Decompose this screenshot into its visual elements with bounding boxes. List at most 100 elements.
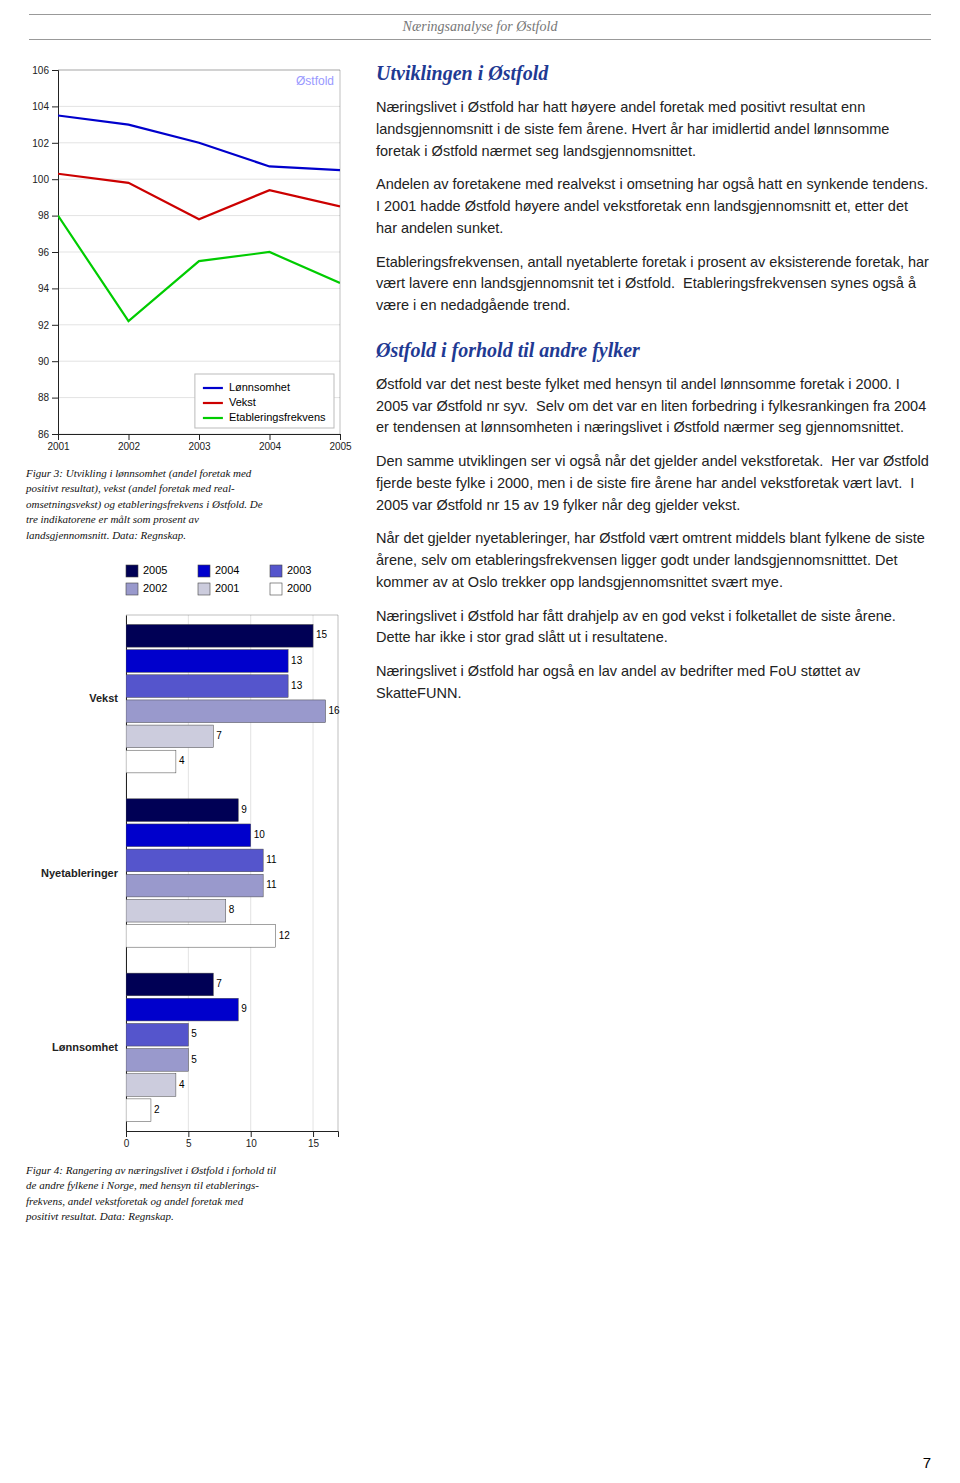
legend-label: 2005: [143, 564, 167, 576]
grid-line: [58, 324, 340, 325]
tick-mark: [199, 434, 200, 440]
tick-mark: [188, 1131, 189, 1137]
bar: [126, 925, 276, 948]
grid-line: [313, 615, 314, 1131]
bar: [126, 998, 238, 1021]
tick-label: 100: [32, 174, 49, 185]
legend-label: Etableringsfrekvens: [229, 411, 326, 423]
data-label: 10: [254, 829, 266, 840]
tick-mark: [126, 1131, 127, 1137]
tick-mark: [52, 70, 58, 71]
tick-label: 10: [246, 1138, 258, 1149]
grid-line: [58, 70, 340, 71]
bar: [126, 700, 326, 723]
data-label: 16: [329, 705, 341, 716]
y-axis-tick: 88: [38, 392, 58, 403]
grid-line: [58, 106, 340, 107]
tick-mark: [52, 252, 58, 253]
paragraph: Andelen av foretakene med realvekst i om…: [376, 174, 932, 239]
legend-item: 2003: [270, 564, 311, 577]
legend-swatch: [203, 417, 223, 419]
y-axis-tick: 96: [38, 247, 58, 258]
tick-mark: [340, 434, 341, 440]
x-axis: 051015: [124, 1131, 339, 1149]
legend-swatch: [203, 402, 223, 404]
section-title: Utviklingen i Østfold: [376, 62, 932, 85]
plot-area: [126, 624, 326, 1121]
left-column: 2001200220032004200586889092949698100102…: [22, 60, 354, 1239]
tick-mark: [270, 434, 271, 440]
legend-label: 2003: [287, 564, 311, 576]
tick-label: 0: [124, 1138, 130, 1149]
tick-label: 104: [32, 101, 49, 112]
tick-label: 2002: [118, 441, 141, 452]
grid: [126, 615, 313, 1131]
legend-item: 2005: [126, 564, 167, 577]
bar: [126, 725, 213, 748]
bar: [126, 824, 251, 847]
legend-swatch: [198, 583, 210, 595]
legend-item: Vekst: [203, 396, 256, 408]
tick-mark: [52, 398, 58, 399]
bar: [126, 1049, 188, 1072]
legend-swatch: [198, 565, 210, 577]
y-axis-tick: 100: [32, 174, 58, 185]
x-axis-tick: 5: [186, 1131, 192, 1149]
tick-mark: [52, 179, 58, 180]
x-axis: 20012002200320042005: [47, 434, 352, 452]
caption: Figur 4: Rangering av næringslivet i Øst…: [26, 1163, 354, 1225]
tick-mark: [251, 1131, 252, 1137]
tick-label: 2005: [329, 441, 352, 452]
legend-label: 2001: [215, 582, 239, 594]
tick-mark: [52, 325, 58, 326]
data-label: 11: [266, 879, 277, 890]
y-axis-tick: 86: [38, 429, 58, 440]
paragraph: Næringslivet i Østfold har hatt høyere a…: [376, 97, 932, 162]
line: [58, 116, 340, 171]
data-label: 8: [229, 904, 235, 915]
annotation: Østfold: [296, 74, 334, 88]
tick-label: 102: [32, 138, 49, 149]
tick-mark: [52, 288, 58, 289]
x-axis-tick: 0: [124, 1131, 130, 1149]
bar: [126, 799, 238, 822]
paragraph: Næringslivet i Østfold har fått drahjelp…: [376, 606, 932, 650]
data-label: 11: [266, 854, 277, 865]
legend-item: Etableringsfrekvens: [203, 411, 326, 423]
bar: [126, 899, 226, 922]
tick-mark: [52, 106, 58, 107]
data-label: 5: [191, 1028, 197, 1039]
data-label: 4: [179, 1079, 185, 1090]
bar: [126, 973, 213, 996]
paragraph: Den samme utviklingen ser vi også når de…: [376, 451, 932, 516]
legend-box: [195, 374, 334, 428]
grid-line: [58, 215, 340, 216]
bar: [126, 750, 176, 773]
y-axis-tick: 98: [38, 210, 58, 221]
x-axis-tick: 2003: [188, 434, 211, 452]
bar: [126, 1099, 151, 1122]
y-axis-line: [52, 71, 59, 435]
bar: [126, 624, 313, 647]
y-axis-tick: Vekst: [89, 692, 118, 704]
frame: [58, 70, 340, 71]
y-axis-tick: 94: [38, 283, 58, 294]
tick-label: Vekst: [89, 692, 118, 704]
y-axis: 86889092949698100102104106: [32, 65, 58, 440]
legend-label: 2004: [215, 564, 239, 576]
x-axis-line: [59, 435, 341, 441]
y-axis-tick: Lønnsomhet: [52, 1041, 118, 1053]
frame: [126, 614, 338, 615]
section: Utviklingen i Østfold Næringslivet i Østf…: [376, 62, 932, 317]
tick-label: 86: [38, 429, 50, 440]
tick-label: 90: [38, 356, 50, 367]
section: Østfold i forhold til andre fylkerØstfol…: [376, 339, 932, 705]
legend-item: 2004: [198, 564, 239, 577]
line-chart: 2001200220032004200586889092949698100102…: [22, 60, 354, 460]
data-label: 9: [241, 804, 247, 815]
data-label: 13: [291, 680, 303, 691]
legend-item: Lønnsomhet: [203, 381, 290, 393]
right-column: Utviklingen i Østfold Næringslivet i Østf…: [376, 58, 932, 727]
legend-swatch: [270, 565, 282, 577]
tick-label: 96: [38, 247, 50, 258]
